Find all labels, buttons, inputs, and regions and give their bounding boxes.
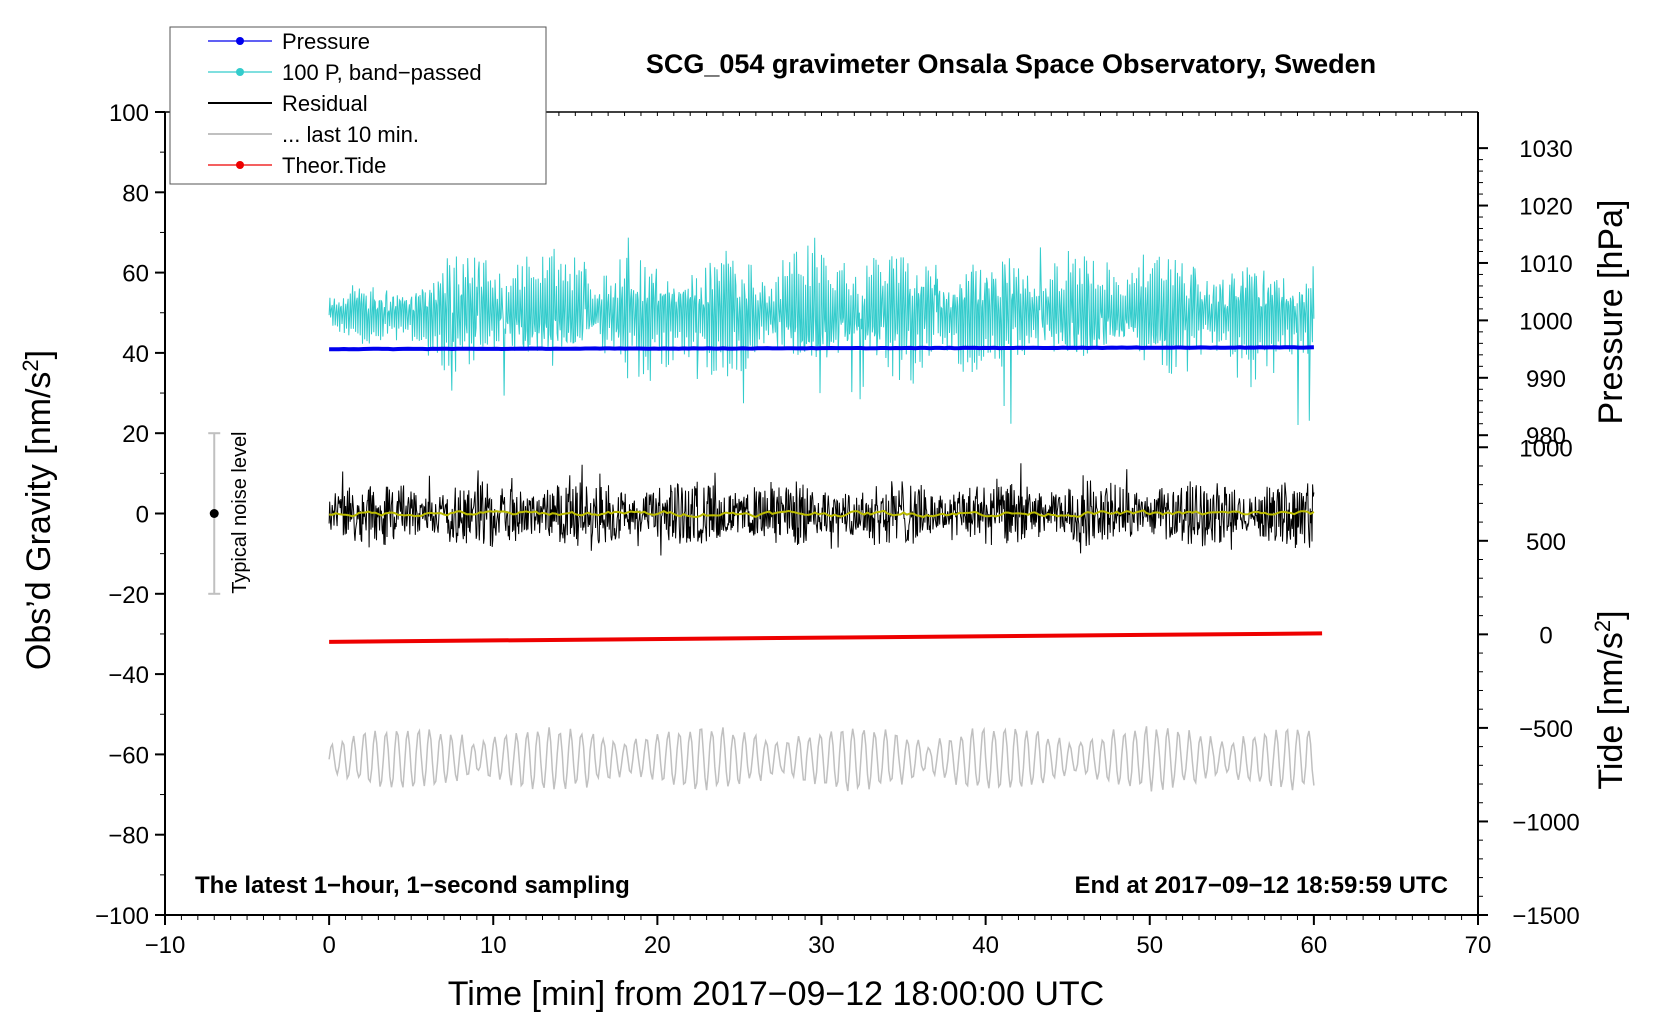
tide-tick-label: −1500 [1512,903,1579,930]
y-left-label-end: ] [20,350,58,359]
x-tick-label: 10 [480,932,507,959]
y-axis-left-label: Obs’d Gravity [nm/s2] [18,350,58,670]
y-left-tick-label: −20 [108,582,149,609]
y-left-tick-label: 40 [122,341,149,368]
y-left-tick-label: 0 [136,502,149,529]
annotation-bottom-right: End at 2017−09−12 18:59:59 UTC [1074,872,1448,899]
y-left-tick-label: −80 [108,823,149,850]
theor-tide-series [329,631,1323,644]
tide-label-main: Tide [nm/s [1592,632,1630,789]
x-tick-label: 70 [1465,932,1492,959]
legend-swatch-marker [236,161,244,169]
y-left-tick-label: −100 [95,903,149,930]
tide-label-end: ] [1592,610,1630,619]
x-tick-label: 40 [972,932,999,959]
y-left-tick-label: −60 [108,742,149,769]
pressure-tick-label: 1010 [1519,251,1572,278]
pressure-tick-label: 980 [1526,423,1566,450]
legend-label: Residual [282,91,368,116]
x-tick-label: 50 [1136,932,1163,959]
y-left-label-main: Obs’d Gravity [nm/s [20,372,58,671]
y-axis-tide-label: Tide [nm/s2] [1590,610,1630,789]
x-axis-label: Time [min] from 2017−09−12 18:00:00 UTC [448,975,1104,1013]
noise-bar-dot [209,509,219,518]
y-left-tick-label: 60 [122,261,149,288]
y-axis-pressure-label: Pressure [hPa] [1592,200,1630,425]
y-left-tick-label: 80 [122,180,149,207]
band-passed-series [328,237,1315,426]
y-left-label-sup: 2 [18,359,43,371]
last-10-min-series [328,726,1315,792]
axes-layer: −10 0 10 20 30 40 50 60 70−100−80−60−40−20020406… [95,100,1580,959]
y-left-tick-label: 20 [122,421,149,448]
tide-tick-label: 1000 [1519,435,1572,462]
tide-tick-label: 500 [1526,529,1566,556]
pressure-tick-label: 990 [1526,366,1566,393]
tide-tick-label: −1000 [1512,809,1579,836]
pressure-tick-label: 1030 [1519,136,1572,163]
x-tick-label: −10 [145,932,186,959]
legend-label: Theor.Tide [282,153,386,178]
tide-tick-label: 0 [1539,622,1552,649]
chart-title: SCG_054 gravimeter Onsala Space Observat… [646,49,1376,79]
legend: Pressure 100 P, band−passed Residual ... la… [169,26,547,185]
tide-label-sup: 2 [1590,620,1615,632]
x-tick-label: 30 [808,932,835,959]
y-left-tick-label: −40 [108,662,149,689]
pressure-tick-label: 1020 [1519,194,1572,221]
plot-layer: Typical noise level [208,237,1323,792]
residual-smoothed-series [329,509,1315,519]
annotation-bottom-left: The latest 1−hour, 1−second sampling [195,872,630,899]
x-tick-label: 60 [1301,932,1328,959]
y-left-tick-label: 100 [109,100,149,127]
legend-swatch-marker [236,68,244,76]
pressure-tick-label: 1000 [1519,308,1572,335]
legend-label: 100 P, band−passed [282,60,482,85]
tide-tick-label: −500 [1519,716,1573,743]
legend-label: Pressure [282,29,370,54]
x-tick-label: 0 [322,932,335,959]
noise-bar-label: Typical noise level [229,431,251,593]
residual-series [328,463,1315,556]
pressure-series [329,345,1314,352]
legend-label: ... last 10 min. [282,122,419,147]
legend-box [169,26,547,185]
x-tick-label: 20 [644,932,671,959]
legend-swatch-marker [236,37,244,45]
